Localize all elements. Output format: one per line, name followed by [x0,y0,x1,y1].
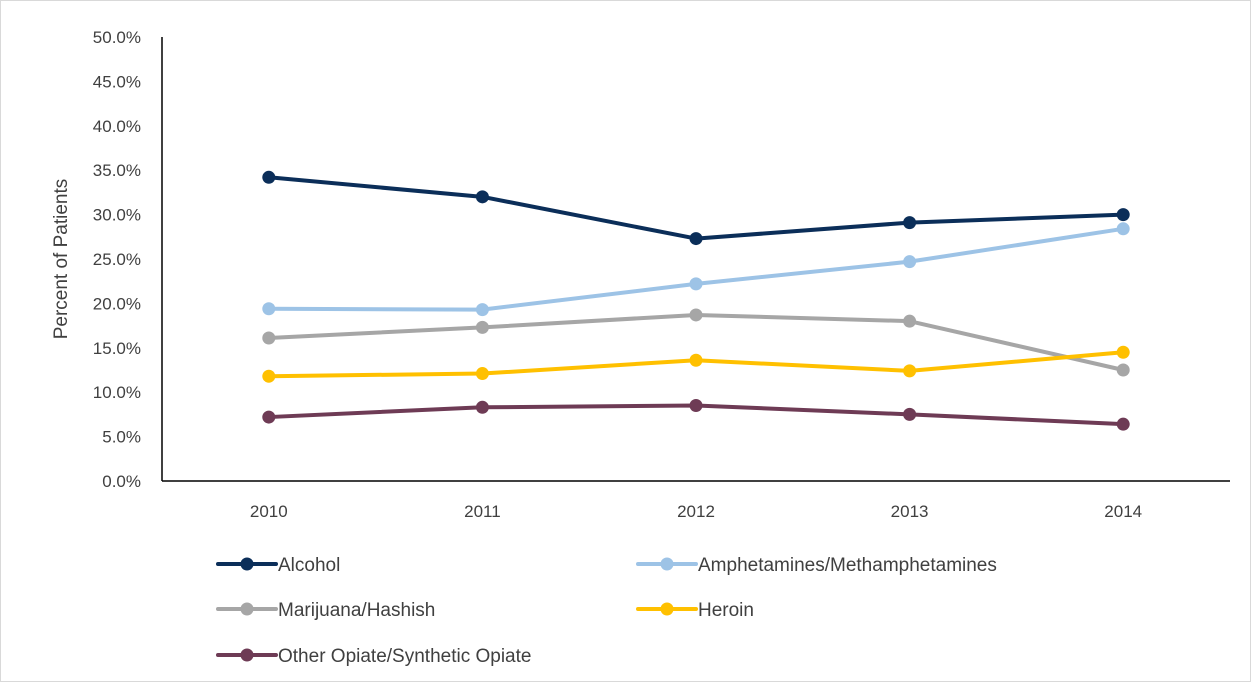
y-tick-label: 35.0% [93,161,141,180]
x-tick-label: 2012 [677,502,715,521]
y-axis-ticks: 0.0% 5.0% 10.0% 15.0% 20.0% 25.0% 30.0% 35.0% 40… [93,28,141,491]
data-point [689,277,703,291]
data-point [903,216,917,230]
x-axis-ticks: 2010 2011 2012 2013 2014 [250,502,1142,521]
y-tick-label: 0.0% [102,472,141,491]
data-point [1116,417,1130,431]
legend-marker [660,602,674,616]
y-tick-label: 5.0% [102,428,141,447]
legend-marker [240,648,254,662]
data-point [475,190,489,204]
legend-marker [240,557,254,571]
legend-label: Alcohol [278,555,340,576]
axes [161,37,1230,482]
y-tick-label: 30.0% [93,206,141,225]
data-point [475,400,489,414]
data-point [475,303,489,317]
y-tick-label: 10.0% [93,383,141,402]
data-point [903,407,917,421]
x-tick-label: 2014 [1104,502,1142,521]
y-tick-label: 15.0% [93,339,141,358]
data-point [689,232,703,246]
x-tick-label: 2011 [464,502,501,521]
legend: Alcohol Amphetamines/Methamphetamines Mari… [216,555,997,667]
series-line [266,175,1126,241]
legend-marker [660,557,674,571]
data-point [689,353,703,367]
legend-marker [240,602,254,616]
data-point [475,320,489,334]
series-lines [262,170,1130,431]
data-point [903,314,917,328]
data-point [689,399,703,413]
y-tick-label: 50.0% [93,28,141,47]
data-point [262,331,276,345]
data-point [475,367,489,381]
legend-label: Heroin [698,600,754,621]
y-tick-label: 45.0% [93,72,141,91]
data-point [1116,222,1130,236]
legend-label: Amphetamines/Methamphetamines [698,555,997,576]
data-point [1116,208,1130,222]
legend-label: Other Opiate/Synthetic Opiate [278,646,531,667]
x-tick-label: 2010 [250,502,288,521]
data-point [262,410,276,424]
data-point [262,369,276,383]
data-point [903,255,917,269]
x-tick-label: 2013 [891,502,929,521]
y-tick-label: 20.0% [93,294,141,313]
data-point [1116,345,1130,359]
data-point [689,308,703,322]
y-tick-label: 25.0% [93,250,141,269]
y-axis-title: Percent of Patients [51,179,72,340]
data-point [262,170,276,184]
data-point [1116,363,1130,377]
data-point [262,302,276,316]
y-tick-label: 40.0% [93,117,141,136]
data-point [903,364,917,378]
legend-label: Marijuana/Hashish [278,600,435,621]
